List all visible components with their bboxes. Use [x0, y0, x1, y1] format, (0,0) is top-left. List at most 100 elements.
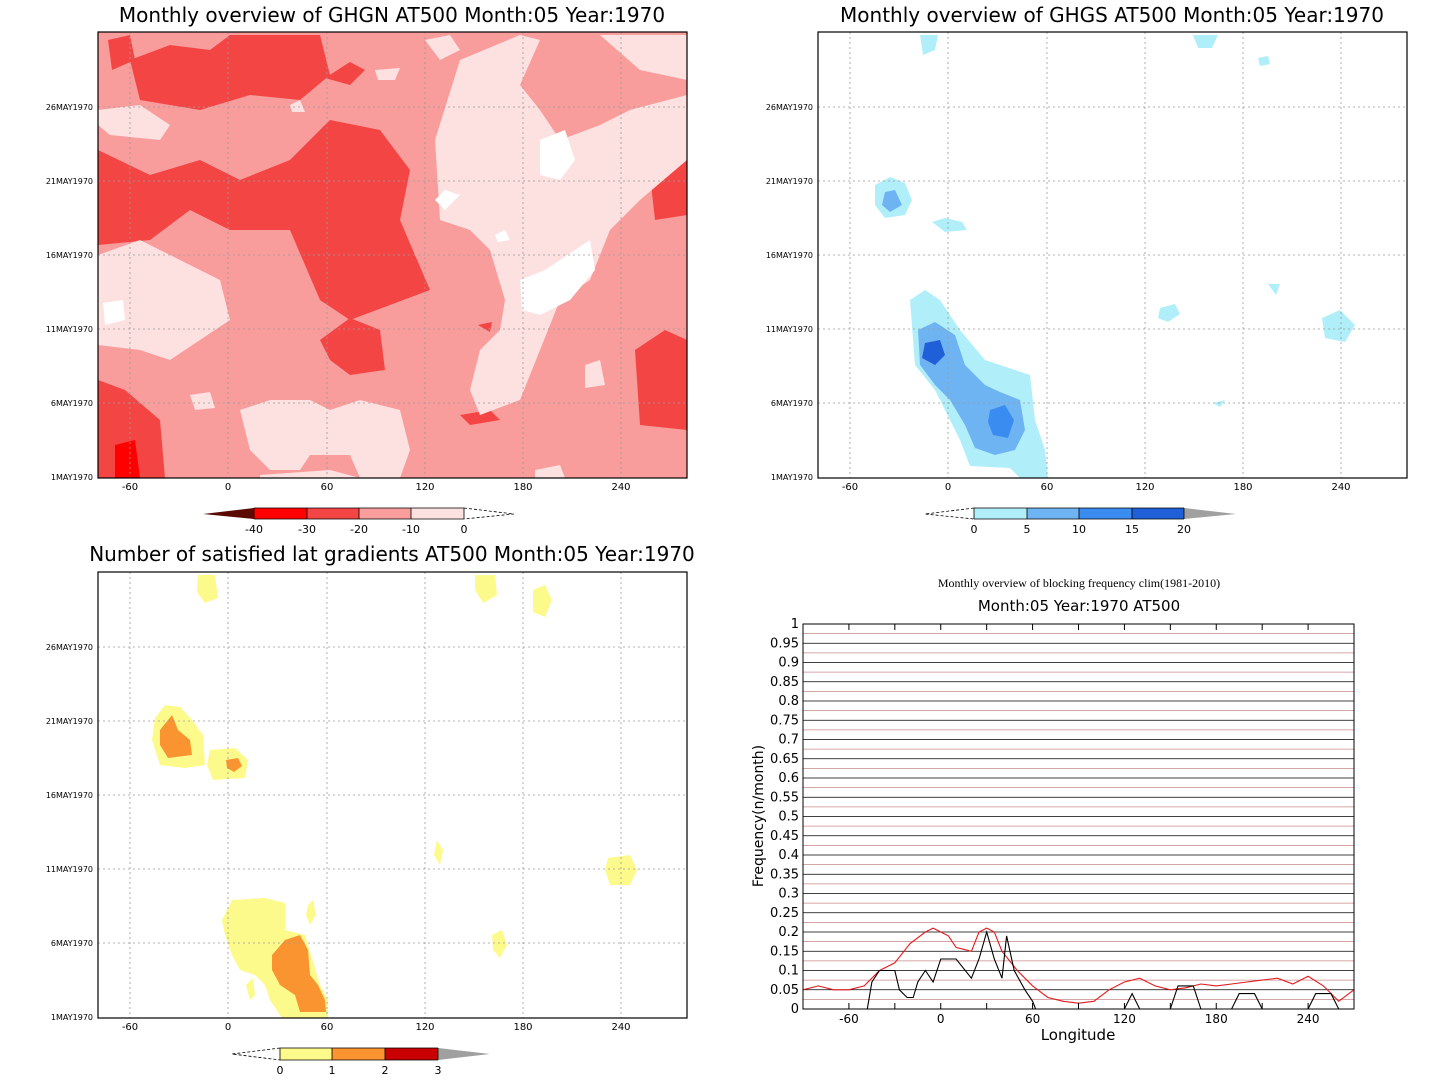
- y-tick-label: 6MAY1970: [51, 939, 93, 948]
- colorbar-segment: [1079, 508, 1132, 519]
- x-tick-label: 180: [513, 482, 532, 493]
- y-tick-label: 0.55: [770, 790, 799, 805]
- x-tick-label: -60: [842, 482, 858, 493]
- x-tick-label: 0: [225, 1022, 231, 1033]
- y-tick-label: 11MAY1970: [766, 325, 813, 334]
- y-tick-label: 1MAY1970: [51, 1013, 93, 1022]
- colorbar-segment: [307, 508, 359, 519]
- x-axis-label: Longitude: [1041, 1026, 1116, 1044]
- lat-gradient-grid: [98, 572, 687, 1018]
- colorbar-label: 5: [1024, 523, 1031, 536]
- plot-frame: [817, 31, 1408, 479]
- y-tick-label: 0.35: [770, 867, 799, 882]
- colorbar-ghgs: 0 5 10 15 20: [924, 507, 1236, 536]
- colorbar-high-arrow: [438, 1048, 490, 1060]
- y-axis-ticks: 1MAY1970 6MAY1970 11MAY1970 16MAY1970 21…: [46, 103, 93, 482]
- x-tick-label: 0: [945, 482, 951, 493]
- y-tick-label: 0.1: [778, 964, 799, 979]
- y-tick-label: 0.2: [778, 925, 799, 940]
- y-tick-label: 21MAY1970: [46, 717, 93, 726]
- y-tick-label: 0.15: [770, 944, 799, 959]
- y-tick-label: 26MAY1970: [46, 103, 93, 112]
- y-tick-label: 0.4: [778, 848, 799, 863]
- x-tick-label: 120: [1113, 1012, 1136, 1026]
- y-tick-label: 0.65: [770, 752, 799, 767]
- x-tick-label: 240: [1297, 1012, 1320, 1026]
- y-tick-label: 0.95: [770, 636, 799, 651]
- y-tick-label: 1MAY1970: [51, 473, 93, 482]
- colorbar-label: 20: [1177, 523, 1191, 536]
- colorbar-high-arrow: [1184, 508, 1236, 519]
- panel-title: Monthly overview of GHGN AT500 Month:05 …: [119, 3, 665, 27]
- y-tick-label: 0.6: [778, 771, 799, 786]
- panel-ghgn: Monthly overview of GHGN AT500 Month:05 …: [46, 3, 688, 536]
- colorbar-low-arrow: [924, 507, 975, 520]
- x-axis-ticks: -60 0 60 120 180 240: [842, 482, 1351, 493]
- y-tick-label: 0.3: [778, 887, 799, 902]
- colorbar-label: 3: [435, 1064, 442, 1077]
- y-tick-label: 6MAY1970: [51, 399, 93, 408]
- colorbar-label: 2: [382, 1064, 389, 1077]
- x-tick-label: 60: [321, 482, 334, 493]
- x-tick-label: 240: [611, 482, 630, 493]
- y-tick-label: 0.45: [770, 829, 799, 844]
- x-tick-label: -60: [122, 1022, 138, 1033]
- y-tick-label: 0.85: [770, 675, 799, 690]
- ghgn-grid: [98, 32, 687, 478]
- colorbar-label: 0: [461, 523, 468, 536]
- chart-title: Monthly overview of blocking frequency c…: [938, 576, 1220, 590]
- y-tick-label: 0.75: [770, 713, 799, 728]
- y-tick-label: 16MAY1970: [766, 251, 813, 260]
- y-tick-label: 0.9: [778, 656, 799, 671]
- line-chart-y-ticks: 0 0.05 0.1 0.15 0.2 0.25 0.3 0.35 0.4 0.45 0.5 0.55…: [770, 617, 799, 1017]
- series-line-0: [802, 927, 1355, 1004]
- y-tick-label: 0.8: [778, 694, 799, 709]
- colorbar-segment: [385, 1048, 438, 1060]
- colorbar-segment: [974, 508, 1027, 519]
- ghgs-grid: [818, 32, 1407, 478]
- y-tick-label: 26MAY1970: [766, 103, 813, 112]
- x-tick-label: 120: [415, 482, 434, 493]
- colorbar-segment: [332, 1048, 385, 1060]
- y-tick-label: 6MAY1970: [771, 399, 813, 408]
- colorbar-segment: [1027, 508, 1079, 519]
- y-tick-label: 16MAY1970: [46, 251, 93, 260]
- colorbar-segment: [411, 508, 464, 519]
- x-tick-label: 180: [1233, 482, 1252, 493]
- colorbar-high-arrow: [463, 507, 515, 520]
- x-tick-label: 120: [415, 1022, 434, 1033]
- colorbar-label: 0: [277, 1064, 284, 1077]
- y-axis-ticks: 1MAY1970 6MAY1970 11MAY1970 16MAY1970 21…: [766, 103, 813, 482]
- colorbar-label: -30: [298, 523, 316, 536]
- x-tick-label: -60: [839, 1012, 859, 1026]
- y-tick-label: 26MAY1970: [46, 643, 93, 652]
- x-tick-label: 240: [1331, 482, 1350, 493]
- colorbar-label: 0: [971, 523, 978, 536]
- y-tick-label: 11MAY1970: [46, 325, 93, 334]
- x-tick-label: -60: [122, 482, 138, 493]
- y-tick-label: 0.5: [778, 810, 799, 825]
- y-tick-label: 21MAY1970: [766, 177, 813, 186]
- colorbar-segment: [254, 508, 307, 519]
- colorbar-label: 1: [329, 1064, 336, 1077]
- y-tick-label: 0.7: [778, 733, 799, 748]
- colorbar-low-arrow: [231, 1047, 281, 1061]
- colorbar-label: 10: [1072, 523, 1086, 536]
- y-tick-label: 1: [791, 617, 799, 632]
- colorbar-segment: [359, 508, 411, 519]
- y-tick-label: 16MAY1970: [46, 791, 93, 800]
- line-chart-x-ticks: -60 0 60 120 180 240: [839, 624, 1355, 1026]
- y-axis-label: Frequency(n/month): [751, 745, 767, 887]
- panel-lat-gradients: Number of satisfied lat gradients AT500 …: [46, 542, 695, 1077]
- x-tick-label: 180: [513, 1022, 532, 1033]
- x-axis-ticks: -60 0 60 120 180 240: [122, 482, 631, 493]
- colorbar-lat-gradients: 0 1 2 3: [231, 1047, 490, 1077]
- colorbar-label: -20: [350, 523, 368, 536]
- x-tick-label: 180: [1205, 1012, 1228, 1026]
- colorbar-ghgn: -40 -30 -20 -10 0: [203, 507, 515, 536]
- y-tick-label: 0.25: [770, 906, 799, 921]
- series-line-1: [803, 929, 1354, 1010]
- x-tick-label: 60: [1025, 1012, 1040, 1026]
- colorbar-label: -10: [402, 523, 420, 536]
